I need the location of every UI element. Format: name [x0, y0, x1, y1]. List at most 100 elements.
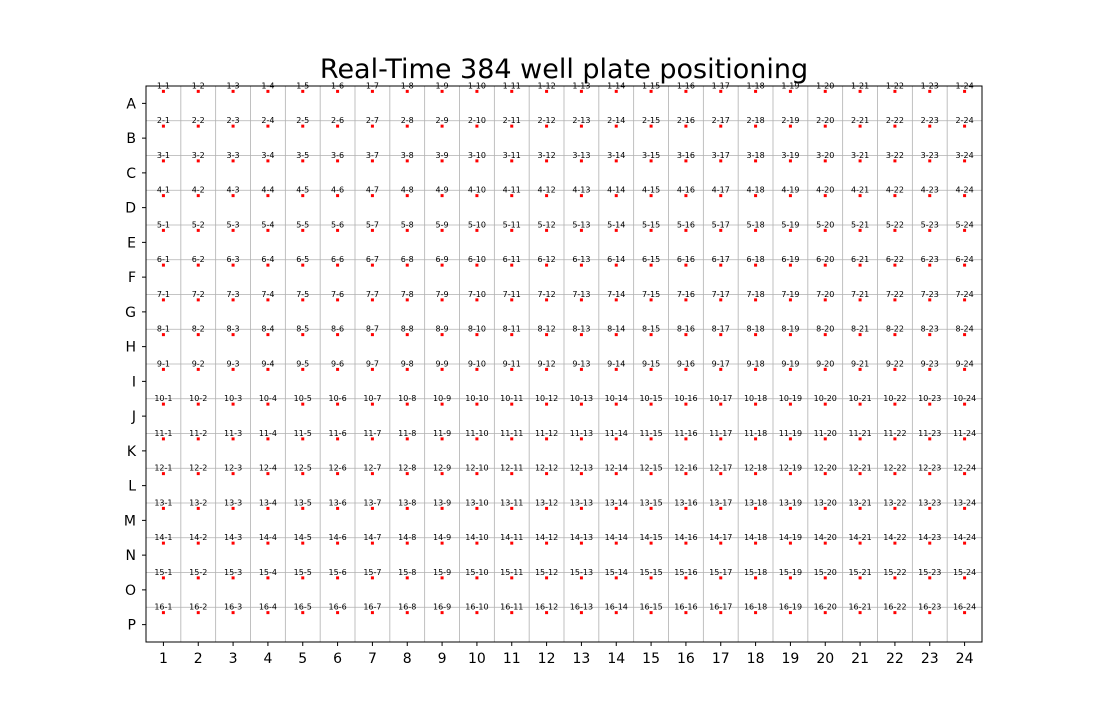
well-label: 14-11 — [500, 533, 523, 542]
x-tick-label: 10 — [468, 651, 486, 667]
well-point — [510, 124, 514, 128]
well-point — [161, 298, 165, 302]
well-label: 5-24 — [956, 220, 974, 229]
well-point — [858, 541, 862, 545]
well-label: 5-13 — [572, 220, 590, 229]
well-point — [823, 89, 827, 93]
well-label: 10-11 — [500, 394, 523, 403]
well-point — [754, 263, 758, 267]
well-label: 15-10 — [465, 568, 488, 577]
well-point — [719, 263, 723, 267]
well-label: 16-13 — [570, 603, 593, 612]
well-point — [475, 367, 479, 371]
well-point — [336, 611, 340, 615]
well-point — [336, 576, 340, 580]
well-point — [579, 541, 583, 545]
well-point — [963, 159, 967, 163]
well-point — [510, 159, 514, 163]
well-point — [684, 89, 688, 93]
well-point — [754, 541, 758, 545]
well-point — [405, 298, 409, 302]
well-point — [545, 228, 549, 232]
well-label: 9-21 — [851, 359, 869, 368]
well-point — [545, 263, 549, 267]
well-point — [336, 367, 340, 371]
well-label: 2-13 — [572, 116, 590, 125]
well-label: 11-10 — [465, 429, 488, 438]
well-point — [719, 194, 723, 198]
well-point — [963, 263, 967, 267]
well-label: 15-18 — [744, 568, 767, 577]
well-point — [440, 576, 444, 580]
well-label: 14-10 — [465, 533, 488, 542]
well-point — [405, 506, 409, 510]
well-label: 2-8 — [401, 116, 414, 125]
well-point — [963, 89, 967, 93]
well-label: 5-6 — [331, 220, 344, 229]
well-label: 10-19 — [779, 394, 802, 403]
well-label: 15-14 — [605, 568, 628, 577]
well-label: 3-3 — [227, 151, 240, 160]
well-label: 11-13 — [570, 429, 593, 438]
well-label: 4-19 — [781, 186, 799, 195]
well-label: 3-24 — [956, 151, 974, 160]
well-label: 8-14 — [607, 325, 625, 334]
well-point — [440, 263, 444, 267]
well-point — [510, 576, 514, 580]
well-label: 15-2 — [189, 568, 207, 577]
well-label: 10-10 — [465, 394, 488, 403]
well-point — [754, 228, 758, 232]
well-point — [579, 263, 583, 267]
well-label: 12-21 — [848, 464, 871, 473]
well-label: 10-4 — [259, 394, 277, 403]
well-point — [336, 402, 340, 406]
well-point — [370, 402, 374, 406]
well-point — [823, 228, 827, 232]
well-point — [510, 194, 514, 198]
well-label: 8-2 — [192, 325, 205, 334]
well-point — [161, 402, 165, 406]
well-point — [614, 159, 618, 163]
well-point — [823, 333, 827, 337]
well-point — [370, 228, 374, 232]
well-label: 9-18 — [747, 359, 765, 368]
well-point — [684, 402, 688, 406]
well-label: 9-8 — [401, 359, 414, 368]
well-point — [545, 124, 549, 128]
well-point — [788, 472, 792, 476]
well-label: 16-24 — [953, 603, 976, 612]
well-point — [788, 263, 792, 267]
plot-frame — [145, 85, 983, 643]
well-label: 7-9 — [436, 290, 449, 299]
well-point — [858, 263, 862, 267]
well-label: 14-14 — [605, 533, 628, 542]
well-label: 2-23 — [921, 116, 939, 125]
well-label: 15-16 — [674, 568, 697, 577]
well-label: 7-14 — [607, 290, 625, 299]
well-point — [928, 367, 932, 371]
well-point — [405, 89, 409, 93]
well-label: 3-12 — [538, 151, 556, 160]
well-point — [440, 124, 444, 128]
well-point — [266, 228, 270, 232]
well-point — [614, 367, 618, 371]
well-label: 13-12 — [535, 498, 558, 507]
well-point — [823, 437, 827, 441]
well-point — [440, 159, 444, 163]
well-label: 3-10 — [468, 151, 486, 160]
well-label: 11-23 — [918, 429, 941, 438]
well-point — [301, 194, 305, 198]
well-label: 4-4 — [261, 186, 274, 195]
well-label: 6-8 — [401, 255, 414, 264]
well-point — [754, 159, 758, 163]
well-label: 15-19 — [779, 568, 802, 577]
well-label: 14-20 — [814, 533, 837, 542]
well-label: 2-5 — [296, 116, 309, 125]
well-label: 2-11 — [503, 116, 521, 125]
well-point — [754, 89, 758, 93]
well-point — [370, 298, 374, 302]
well-labels-layer: 1-1 1-2 1-3 1-4 1-5 1-6 1-7 1-8 1-9 1-10 1-11 1-12 1… — [154, 81, 976, 611]
well-point — [579, 333, 583, 337]
well-label: 16-3 — [224, 603, 242, 612]
well-point — [963, 437, 967, 441]
